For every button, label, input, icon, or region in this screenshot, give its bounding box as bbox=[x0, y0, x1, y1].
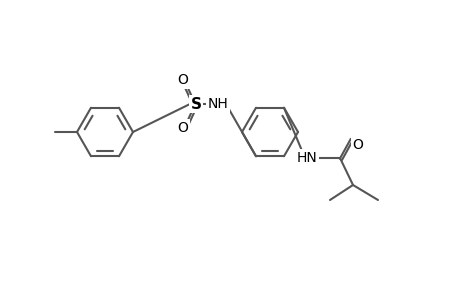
Text: S: S bbox=[190, 97, 201, 112]
Text: O: O bbox=[352, 138, 363, 152]
Text: NH: NH bbox=[207, 97, 228, 111]
Text: O: O bbox=[177, 73, 188, 87]
Text: HN: HN bbox=[296, 151, 317, 165]
Text: O: O bbox=[177, 121, 188, 135]
